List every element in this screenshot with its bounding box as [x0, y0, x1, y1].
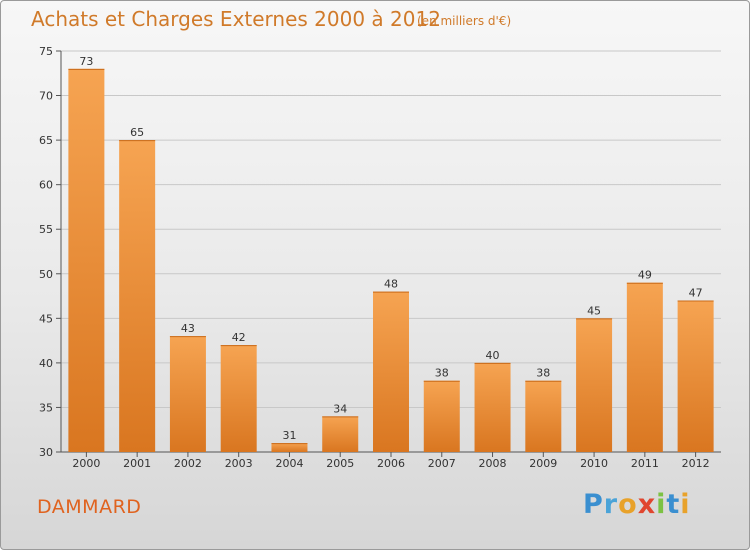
bar-2010 — [576, 318, 613, 452]
value-label-2000: 73 — [79, 55, 93, 68]
logo-letter: i — [656, 489, 667, 520]
logo-letter: t — [666, 489, 681, 520]
x-tick-label-2001: 2001 — [123, 457, 151, 470]
bar-2003 — [220, 345, 257, 452]
bar-2007 — [423, 380, 460, 452]
bar-2005 — [322, 416, 359, 452]
value-label-2002: 43 — [181, 322, 195, 335]
value-label-2004: 31 — [282, 429, 296, 442]
bar-2002 — [169, 336, 206, 452]
chart-unit: (en milliers d'€) — [417, 14, 512, 28]
bar-2011 — [626, 282, 663, 452]
value-label-2009: 38 — [536, 367, 550, 380]
y-tick-label: 30 — [39, 446, 53, 459]
bar-2006 — [373, 291, 409, 452]
x-tick-label-2007: 2007 — [428, 457, 456, 470]
y-tick-label: 75 — [39, 45, 53, 58]
y-tick-label: 45 — [39, 312, 53, 325]
x-tick-label-2005: 2005 — [326, 457, 354, 470]
x-tick-label-2012: 2012 — [682, 457, 710, 470]
x-tick-label-2010: 2010 — [580, 457, 608, 470]
labels: 73 2000 65 2001 43 2002 42 2003 31 2004 34 2005 48 20… — [72, 55, 709, 470]
bars — [68, 68, 714, 453]
value-label-2006: 48 — [384, 278, 398, 291]
value-label-2011: 49 — [638, 269, 652, 282]
value-label-2001: 65 — [130, 126, 144, 139]
bar-2009 — [525, 380, 562, 452]
value-label-2012: 47 — [689, 287, 703, 300]
proxiti-logo: Proxiti — [583, 489, 691, 520]
y-tick-label: 55 — [39, 223, 53, 236]
y-tick-label: 35 — [39, 401, 53, 414]
logo-letter: P — [583, 489, 604, 520]
x-tick-label-2002: 2002 — [174, 457, 202, 470]
bar-2004 — [271, 443, 308, 452]
x-tick-label-2003: 2003 — [225, 457, 253, 470]
value-label-2008: 40 — [486, 349, 500, 362]
commune-name: DAMMARD — [37, 496, 142, 518]
logo-letter: x — [637, 489, 657, 520]
bar-2001 — [119, 140, 156, 452]
logo-letter: r — [603, 489, 619, 520]
value-label-2003: 42 — [232, 331, 246, 344]
y-tick-label: 40 — [39, 357, 53, 370]
chart-title: Achats et Charges Externes 2000 à 2012 — [31, 7, 441, 31]
bar-2000 — [68, 68, 105, 453]
y-tick-label: 60 — [39, 179, 53, 192]
logo-letter: i — [680, 489, 691, 520]
y-tick-label: 50 — [39, 268, 53, 281]
x-tick-label-2000: 2000 — [72, 457, 100, 470]
x-tick-label-2009: 2009 — [529, 457, 557, 470]
bar-2012 — [677, 300, 714, 452]
value-label-2007: 38 — [435, 367, 449, 380]
x-tick-label-2008: 2008 — [479, 457, 507, 470]
logo-letter: o — [618, 489, 638, 520]
x-tick-label-2004: 2004 — [275, 457, 303, 470]
bar-2008 — [474, 362, 511, 452]
x-tick-label-2011: 2011 — [631, 457, 659, 470]
value-label-2005: 34 — [333, 402, 347, 415]
y-tick-label: 65 — [39, 134, 53, 147]
x-tick-label-2006: 2006 — [377, 457, 405, 470]
value-label-2010: 45 — [587, 304, 601, 317]
y-tick-label: 70 — [39, 90, 53, 103]
